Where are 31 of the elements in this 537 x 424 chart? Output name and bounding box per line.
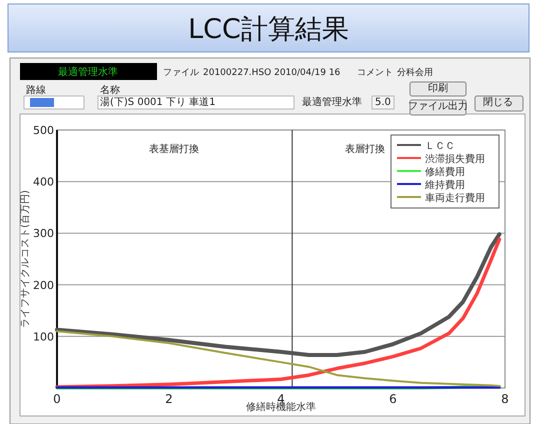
y-tick-label: 400 [33, 176, 54, 189]
text: 湯(下)S 0001 下り 車道1 [100, 96, 216, 108]
text: 名称 [100, 84, 120, 96]
text: コメント [357, 68, 393, 78]
text: 印刷 [428, 82, 448, 94]
legend-label: 修繕費用 [425, 166, 465, 178]
title: LCC計算結果 [188, 14, 349, 45]
y-tick-label: 500 [33, 124, 54, 137]
text: 最適管理水準 [58, 66, 118, 78]
annotation: 表基層打換 [149, 143, 199, 155]
x-tick-label: 0 [53, 392, 61, 406]
x-tick-label: 6 [389, 392, 397, 406]
legend-label: 車両走行費用 [425, 192, 485, 204]
y-axis-title: ライフサイクルコスト(百万円) [20, 190, 31, 328]
y-tick-label: 300 [33, 227, 54, 240]
y-tick-label: 100 [33, 330, 54, 344]
x-tick-label: 8 [501, 392, 509, 406]
x-tick-label: 2 [165, 392, 173, 406]
annotation: 表層打換 [345, 143, 385, 155]
text: 20100227.HSO 2010/04/19 16 [203, 68, 341, 78]
text: ファイル出力 [408, 100, 468, 112]
legend-label: ＬＣＣ [425, 141, 455, 152]
text: 分科会用 [397, 67, 433, 78]
y-tick-label: 200 [33, 278, 54, 292]
text: 5.0 [375, 97, 391, 108]
legend-label: 維持費用 [424, 179, 465, 191]
legend-label: 渋滞損失費用 [425, 153, 485, 165]
text: ファイル [163, 68, 199, 78]
text: 閉じる [483, 97, 513, 108]
text: 最適管理水準 [302, 96, 362, 108]
text: 路線 [26, 84, 46, 96]
